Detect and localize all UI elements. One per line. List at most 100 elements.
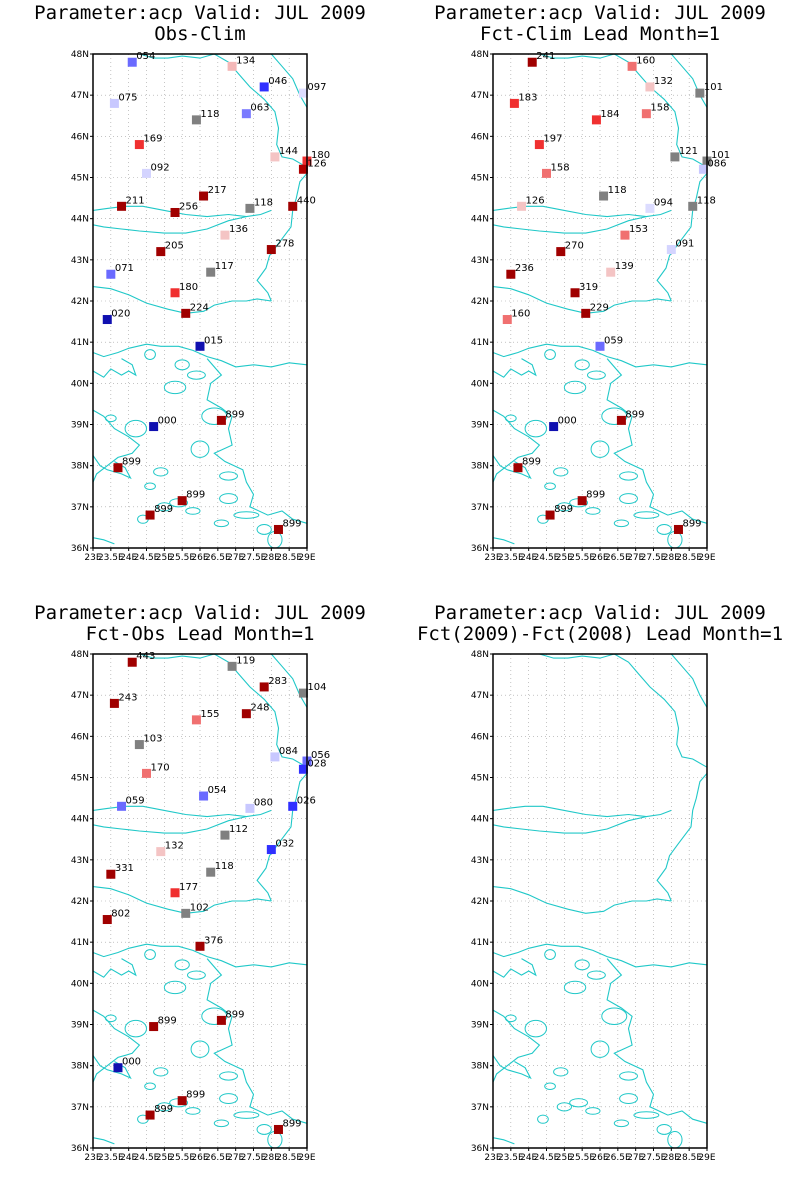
station-marker bbox=[177, 496, 187, 506]
station-value-label: 071 bbox=[115, 263, 134, 274]
coastline-path bbox=[139, 653, 215, 659]
lon-tick-label: 27.5E bbox=[241, 1153, 267, 1163]
island bbox=[213, 519, 230, 528]
island bbox=[574, 359, 590, 371]
station-marker bbox=[142, 768, 151, 778]
station-value-label: 802 bbox=[111, 909, 130, 920]
station-value-label: 144 bbox=[279, 146, 298, 157]
lat-tick-label: 39N bbox=[71, 421, 89, 431]
island bbox=[553, 467, 569, 477]
lat-tick-label: 38N bbox=[471, 462, 489, 472]
island bbox=[590, 1040, 610, 1058]
station-value-label: 020 bbox=[111, 309, 130, 320]
station-value-label: 086 bbox=[707, 158, 726, 169]
station-marker bbox=[195, 941, 205, 951]
lon-tick-label: 23.5E bbox=[98, 553, 124, 563]
lon-tick-label: 24.5E bbox=[134, 553, 160, 563]
station-marker bbox=[149, 1022, 159, 1032]
coastline-path bbox=[92, 537, 115, 545]
station-value-label: 155 bbox=[200, 709, 219, 720]
lon-tick-label: 24.5E bbox=[534, 553, 560, 563]
coastline-path bbox=[492, 1055, 532, 1080]
coastline-path bbox=[492, 943, 708, 968]
lon-tick-label: 24E bbox=[520, 1153, 537, 1163]
station-value-label: 248 bbox=[250, 703, 269, 714]
station-marker bbox=[266, 845, 276, 855]
station-value-label: 177 bbox=[179, 882, 198, 893]
station-value-label: 063 bbox=[250, 103, 269, 114]
lon-tick-label: 28.5E bbox=[676, 1153, 702, 1163]
coastline-path bbox=[206, 958, 308, 1124]
lon-tick-label: 25.5E bbox=[569, 1153, 595, 1163]
station-value-label: 015 bbox=[204, 335, 223, 346]
lon-tick-label: 25.5E bbox=[169, 553, 195, 563]
coastline-path bbox=[492, 455, 532, 480]
station-marker bbox=[220, 830, 230, 840]
lon-tick-label: 27.5E bbox=[241, 553, 267, 563]
station-value-label: 160 bbox=[636, 55, 655, 66]
station-marker bbox=[170, 288, 180, 298]
station-value-label: 224 bbox=[190, 302, 209, 313]
station-value-label: 000 bbox=[122, 1057, 141, 1068]
island bbox=[219, 471, 238, 481]
station-value-label: 899 bbox=[282, 518, 301, 529]
island bbox=[190, 1040, 210, 1058]
lon-tick-label: 26E bbox=[591, 553, 608, 563]
island bbox=[187, 970, 206, 980]
station-value-label: 376 bbox=[204, 935, 223, 946]
station-marker bbox=[102, 315, 112, 325]
station-marker bbox=[134, 140, 144, 150]
island bbox=[619, 1093, 638, 1105]
station-value-label: 205 bbox=[165, 241, 184, 252]
coastline-path bbox=[492, 409, 541, 483]
island bbox=[601, 1007, 628, 1025]
station-marker bbox=[506, 269, 516, 279]
station-value-label: 899 bbox=[186, 490, 205, 501]
station-value-label: 075 bbox=[118, 92, 137, 103]
station-value-label: 091 bbox=[675, 239, 694, 250]
panel-subtitle: Fct(2009)-Fct(2008) Lead Month=1 bbox=[416, 623, 784, 645]
station-marker bbox=[545, 510, 555, 520]
station-marker bbox=[106, 269, 116, 279]
island bbox=[233, 1111, 260, 1119]
coastline bbox=[492, 53, 708, 549]
island bbox=[153, 1067, 169, 1077]
island bbox=[163, 380, 187, 395]
station-marker bbox=[591, 115, 601, 125]
lat-tick-label: 44N bbox=[471, 215, 489, 225]
island bbox=[633, 511, 660, 519]
lat-tick-label: 41N bbox=[471, 338, 489, 348]
coastline bbox=[92, 53, 308, 549]
lat-tick-label: 48N bbox=[471, 650, 489, 660]
station-value-label: 153 bbox=[629, 224, 648, 235]
coastline-path bbox=[492, 886, 672, 914]
lat-tick-label: 42N bbox=[471, 297, 489, 307]
station-value-label: 183 bbox=[518, 92, 537, 103]
island bbox=[613, 519, 630, 528]
station-marker bbox=[191, 715, 201, 725]
lat-tick-label: 48N bbox=[71, 650, 89, 660]
island bbox=[569, 1098, 589, 1108]
station-value-label: 046 bbox=[268, 76, 287, 87]
island bbox=[563, 980, 587, 995]
island bbox=[587, 970, 606, 980]
island bbox=[544, 949, 556, 960]
lat-tick-label: 42N bbox=[71, 297, 89, 307]
station-value-label: 180 bbox=[311, 150, 330, 161]
station-marker bbox=[599, 191, 609, 201]
station-marker bbox=[616, 415, 626, 425]
lat-tick-label: 39N bbox=[71, 1021, 89, 1031]
lon-tick-label: 24E bbox=[120, 553, 137, 563]
station-value-label: 080 bbox=[254, 797, 273, 808]
station-marker bbox=[534, 140, 544, 150]
station-marker bbox=[206, 267, 216, 277]
panel-subtitle: Obs-Clim bbox=[154, 23, 246, 45]
coastline-path bbox=[492, 816, 647, 834]
lat-tick-label: 46N bbox=[471, 132, 489, 142]
station-marker bbox=[145, 510, 155, 520]
lon-tick-label: 28E bbox=[263, 553, 280, 563]
